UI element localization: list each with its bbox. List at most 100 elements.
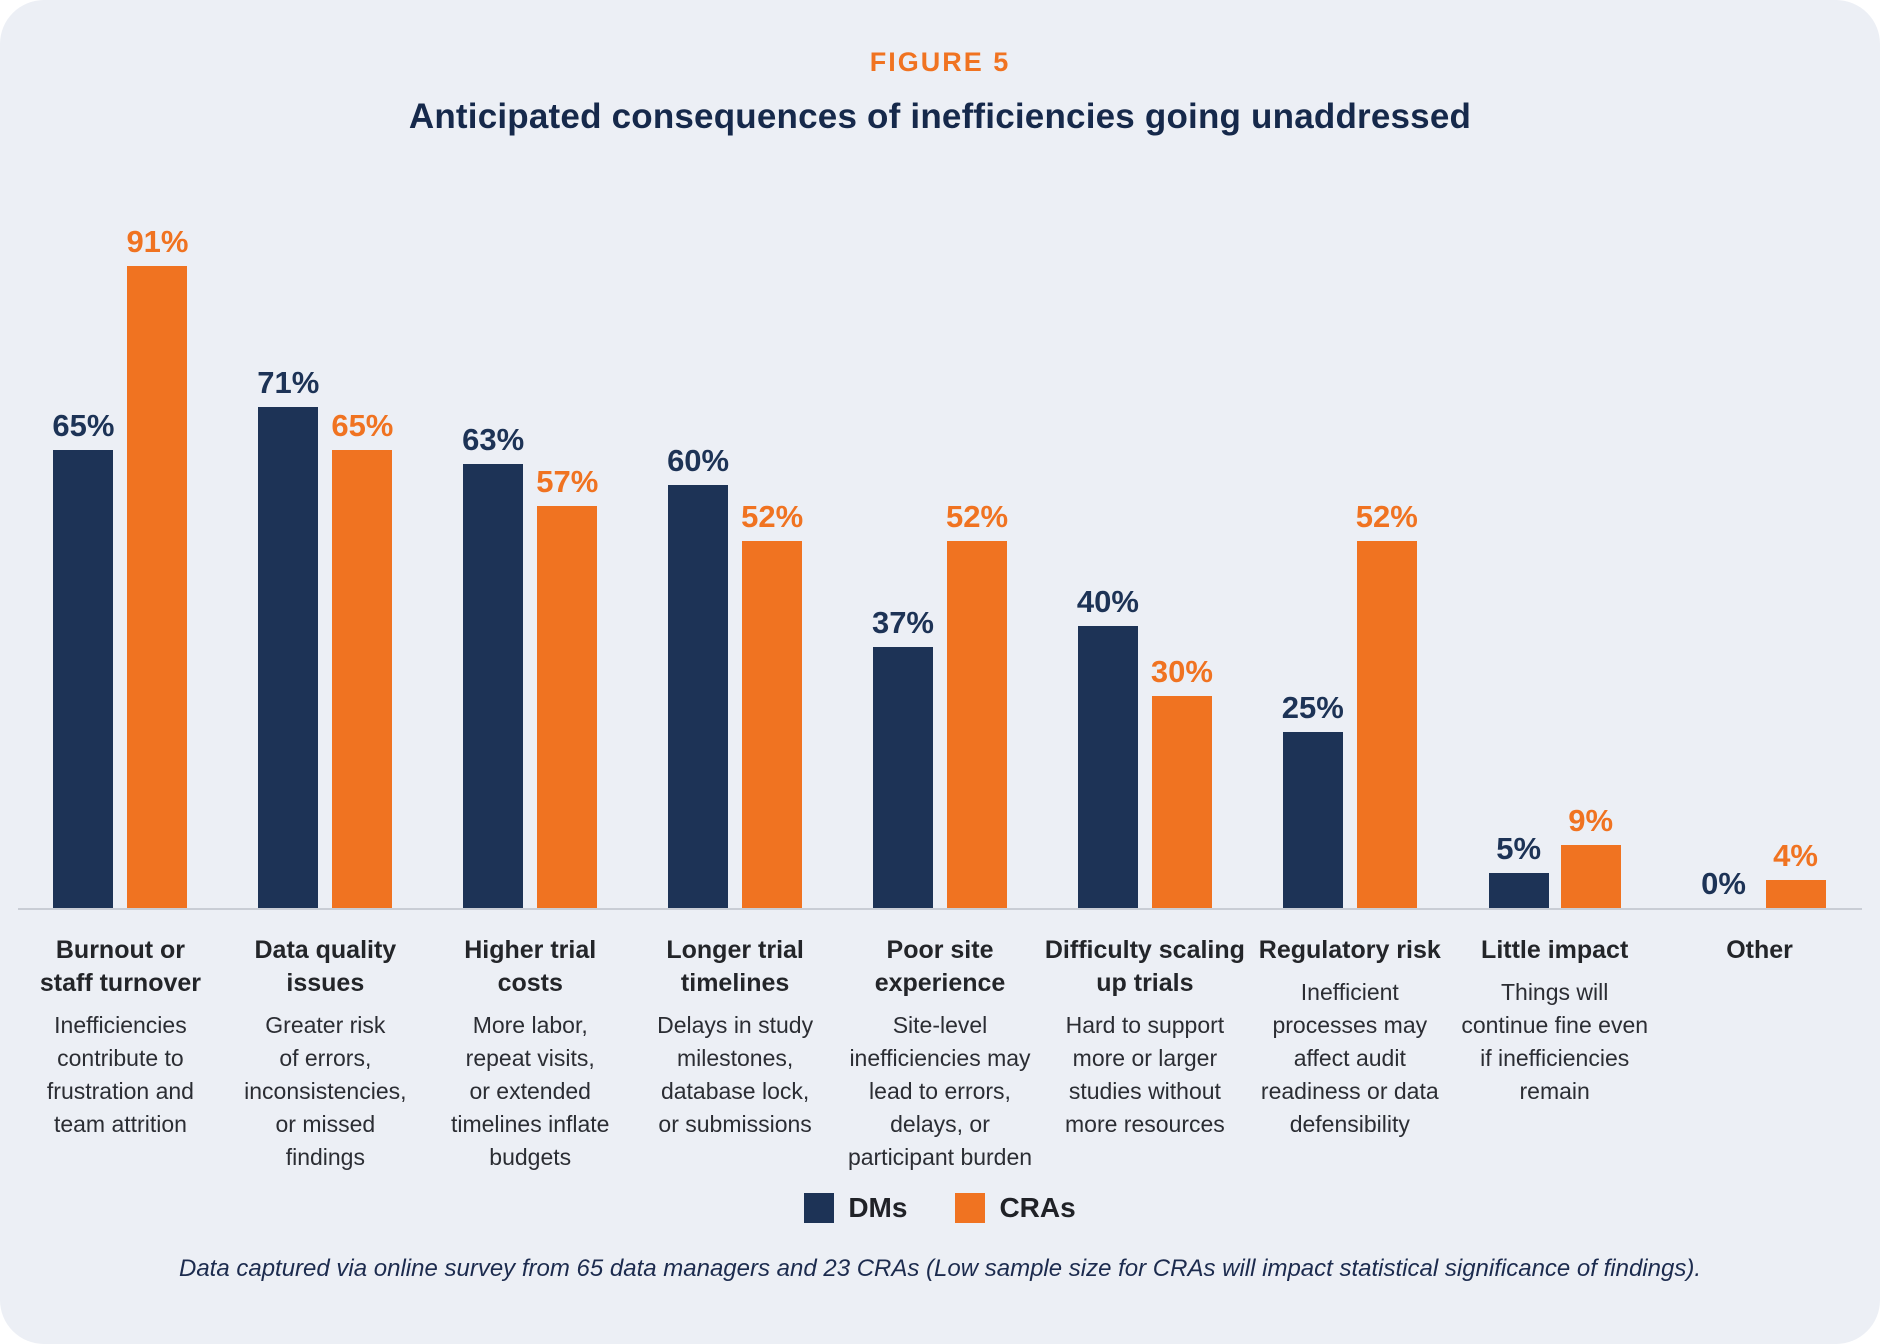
bar-cras	[332, 450, 393, 908]
bar-dms	[668, 485, 729, 908]
category-name: Higher trial costs	[464, 936, 597, 997]
value-label-cras: 52%	[741, 499, 804, 534]
bar-cras	[947, 541, 1008, 908]
bar-dms	[1282, 732, 1343, 908]
bar-stack: 25%	[1282, 690, 1344, 908]
value-label-dms: 37%	[871, 605, 934, 640]
category-label-group: Little impact Things will continue fine e…	[1452, 934, 1657, 1108]
category-group: 63% 57%	[428, 422, 633, 908]
value-label-cras: 91%	[126, 224, 189, 259]
value-label-dms: 60%	[667, 443, 730, 478]
value-label-cras: 4%	[1773, 838, 1818, 873]
category-group: 25% 52%	[1247, 499, 1452, 908]
value-label-dms: 0%	[1701, 866, 1746, 901]
category-label-group: Difficulty scaling up trials Hard to supp…	[1042, 934, 1247, 1141]
category-description: Delays in study milestones, database loc…	[657, 1012, 814, 1137]
category-description: Greater risk of errors, inconsistencies,…	[244, 1012, 407, 1170]
category-label-group: Poor site experience Site-level inefficie…	[838, 934, 1043, 1174]
bar-stack: 63%	[462, 422, 524, 908]
value-label-cras: 52%	[1355, 499, 1418, 534]
category-group: 37% 52%	[838, 499, 1043, 908]
bar-dms	[53, 450, 114, 908]
bar-stack: 52%	[741, 499, 803, 908]
category-label-group: Regulatory risk Inefficient processes may…	[1247, 934, 1452, 1141]
category-label-group: Higher trial costs More labor, repeat vis…	[428, 934, 633, 1174]
bar-cras	[1560, 845, 1621, 908]
bar-stack: 30%	[1151, 654, 1213, 908]
bar-dms	[463, 464, 524, 908]
category-labels-row: Burnout or staff turnover Inefficiencies …	[0, 934, 1880, 1184]
bar-dms	[1488, 873, 1549, 908]
figure-title: Anticipated consequences of inefficienci…	[408, 97, 1472, 136]
bar-dms	[872, 647, 933, 908]
bar-dms	[1077, 626, 1138, 908]
bar-pair: 0% 4%	[1694, 838, 1826, 908]
bar-chart: 65% 91% 71% 65% 63% 57% 60% 52% 37% 52% 40% 30% 25% 5…	[0, 216, 1880, 1184]
figure-label: FIGURE 5	[869, 47, 1011, 77]
category-label-group: Burnout or staff turnover Inefficiencies …	[18, 934, 223, 1141]
bar-cras	[127, 266, 188, 908]
category-label-group: Data quality issues Greater risk of error…	[223, 934, 428, 1174]
bar-stack: 0%	[1694, 866, 1754, 908]
bar-pair: 37% 52%	[872, 499, 1008, 908]
bar-pair: 60% 52%	[667, 443, 803, 908]
bar-stack: 40%	[1077, 584, 1139, 908]
category-name: Longer trial timelines	[666, 936, 804, 997]
value-label-dms: 25%	[1281, 690, 1344, 725]
category-description: Inefficiencies contribute to frustration…	[46, 1012, 194, 1137]
value-label-dms: 63%	[462, 422, 525, 457]
bar-stack: 5%	[1488, 831, 1549, 908]
bar-stack: 37%	[872, 605, 934, 908]
category-group: 71% 65%	[223, 365, 428, 908]
bar-pair: 71% 65%	[257, 365, 393, 908]
value-label-dms: 65%	[52, 408, 115, 443]
value-label-dms: 40%	[1076, 584, 1139, 619]
bar-stack: 60%	[667, 443, 729, 908]
footnote: Data captured via online survey from 65 …	[178, 1255, 1701, 1282]
value-label-cras: 57%	[536, 464, 599, 499]
category-group: 0% 4%	[1657, 838, 1862, 908]
category-group: 40% 30%	[1042, 584, 1247, 908]
bar-cras	[1151, 696, 1212, 908]
category-group: 65% 91%	[18, 224, 223, 908]
value-label-cras: 52%	[946, 499, 1009, 534]
legend-label: DMs	[848, 1192, 908, 1223]
bar-pair: 65% 91%	[52, 224, 188, 908]
bar-cras	[742, 541, 803, 908]
bar-dms	[258, 407, 319, 908]
bar-stack: 57%	[536, 464, 598, 908]
value-label-cras: 65%	[331, 408, 394, 443]
bar-stack: 71%	[257, 365, 319, 908]
x-axis-line	[18, 908, 1862, 910]
category-name: Poor site experience	[874, 936, 1006, 997]
bar-pair: 5% 9%	[1488, 803, 1621, 908]
bar-cras	[1765, 880, 1826, 908]
category-label-group: Other	[1657, 934, 1862, 967]
plot-area: 65% 91% 71% 65% 63% 57% 60% 52% 37% 52% 40% 30% 25% 5…	[0, 216, 1880, 908]
category-name: Burnout or staff turnover	[39, 936, 202, 997]
bar-stack: 9%	[1560, 803, 1621, 908]
bar-cras	[1356, 541, 1417, 908]
category-name: Difficulty scaling up trials	[1044, 936, 1245, 997]
chart-legend: DMs CRAs	[0, 1190, 1880, 1226]
bar-stack: 65%	[331, 408, 393, 908]
value-label-cras: 9%	[1568, 803, 1614, 838]
category-name: Data quality issues	[254, 936, 397, 997]
legend-swatch	[804, 1193, 835, 1223]
category-description: Inefficient processes may affect audit r…	[1260, 979, 1439, 1137]
category-description: Hard to support more or larger studies w…	[1065, 1012, 1225, 1137]
category-name: Regulatory risk	[1258, 936, 1441, 964]
bar-pair: 25% 52%	[1282, 499, 1418, 908]
legend-item: DMs	[804, 1192, 907, 1224]
value-label-dms: 5%	[1496, 831, 1542, 866]
legend-label: CRAs	[999, 1192, 1076, 1223]
category-name: Little impact	[1481, 936, 1629, 964]
bar-stack: 4%	[1765, 838, 1826, 908]
bar-stack: 91%	[126, 224, 188, 908]
bar-cras	[537, 506, 598, 908]
category-group: 60% 52%	[633, 443, 838, 908]
category-description: Site-level inefficiencies may lead to er…	[847, 1012, 1033, 1170]
bar-stack: 52%	[1356, 499, 1418, 908]
legend-item: CRAs	[955, 1192, 1076, 1224]
